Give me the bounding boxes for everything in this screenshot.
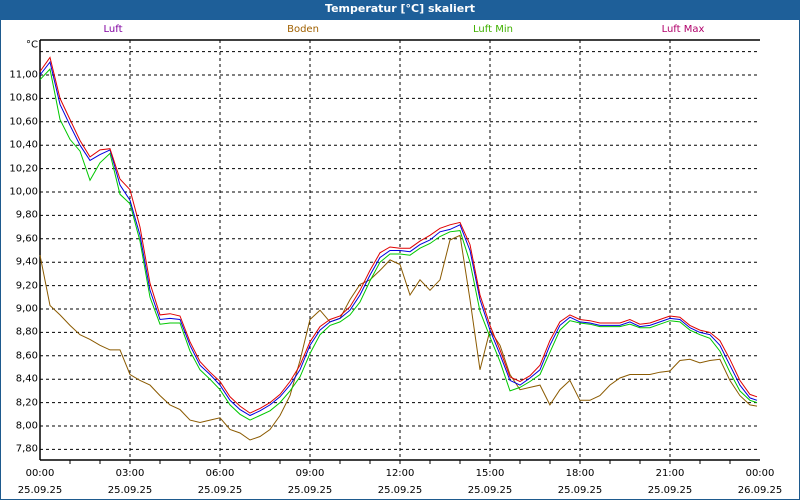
x-tick-time: 09:00 [295, 468, 325, 479]
x-tick-time: 03:00 [115, 468, 145, 479]
y-axis-unit: °C [26, 39, 38, 51]
x-tick-date: 25.09.25 [287, 485, 333, 496]
legend-luft[interactable]: Luft [103, 24, 123, 35]
y-tick-label: 9,80 [15, 209, 38, 221]
legend-luft-min[interactable]: Luft Min [473, 24, 513, 35]
y-tick-label: 8,00 [15, 420, 38, 432]
y-tick-label: 10,80 [9, 92, 38, 104]
x-tick-label: 12:00 25.09.25 [378, 465, 423, 499]
legend-boden[interactable]: Boden [287, 24, 319, 35]
y-tick-label: 10,00 [9, 186, 38, 198]
x-tick-date: 25.09.25 [107, 485, 153, 496]
y-tick-label: 10,60 [9, 116, 38, 128]
x-tick-date: 25.09.25 [377, 485, 423, 496]
x-tick-time: 18:00 [565, 468, 595, 479]
x-tick-date: 25.09.25 [467, 485, 513, 496]
x-tick-time: 12:00 [385, 468, 415, 479]
x-tick-time: 21:00 [655, 468, 685, 479]
x-tick-date: 26.09.25 [737, 485, 783, 496]
x-tick-date: 25.09.25 [17, 485, 63, 496]
x-tick-label: 21:00 25.09.25 [648, 465, 693, 499]
x-tick-date: 25.09.25 [647, 485, 693, 496]
legend-luft-max[interactable]: Luft Max [661, 24, 705, 35]
y-tick-label: 8,60 [15, 350, 38, 362]
x-tick-label: 09:00 25.09.25 [288, 465, 333, 499]
x-tick-time: 00:00 [745, 468, 775, 479]
x-tick-label: 00:00 26.09.25 [738, 465, 783, 499]
y-tick-label: 10,20 [9, 163, 38, 175]
y-tick-label: 9,60 [15, 233, 38, 245]
chart-title: Temperatur [°C] skaliert [0, 0, 800, 20]
x-tick-label: 06:00 25.09.25 [198, 465, 243, 499]
series-line-boden [39, 234, 758, 441]
y-tick-label: 8,40 [15, 373, 38, 385]
y-tick-label: 9,00 [15, 303, 38, 315]
x-tick-label: 00:00 25.09.25 [18, 465, 63, 499]
y-tick-label: 9,20 [15, 280, 38, 292]
series-line-luft-min [39, 68, 758, 421]
x-tick-date: 25.09.25 [557, 485, 603, 496]
x-tick-time: 00:00 [25, 468, 55, 479]
y-tick-label: 7,80 [15, 443, 38, 455]
y-tick-label: 8,80 [15, 326, 38, 338]
x-tick-time: 15:00 [475, 468, 505, 479]
y-tick-label: 8,20 [15, 397, 38, 409]
x-tick-time: 06:00 [205, 468, 235, 479]
series-line-luft-max [39, 56, 758, 414]
x-tick-label: 18:00 25.09.25 [558, 465, 603, 499]
y-tick-label: 9,40 [15, 256, 38, 268]
x-tick-label: 15:00 25.09.25 [468, 465, 513, 499]
y-tick-label: 11,00 [9, 69, 38, 81]
x-tick-date: 25.09.25 [197, 485, 243, 496]
series-line-luft [39, 60, 758, 417]
y-tick-label: 10,40 [9, 139, 38, 151]
x-tick-label: 03:00 25.09.25 [108, 465, 153, 499]
